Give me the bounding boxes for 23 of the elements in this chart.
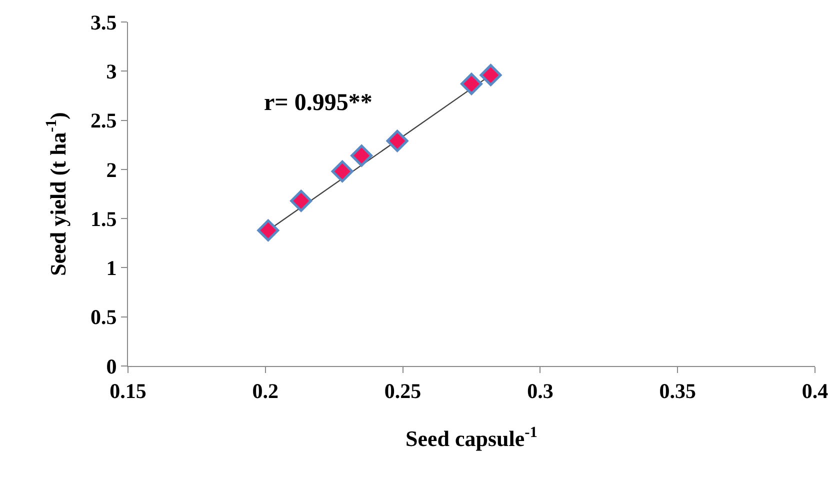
point — [257, 219, 280, 242]
x-tick-label: 0.25 — [384, 379, 422, 404]
y-tick-label: 1 — [106, 256, 117, 280]
x-axis-title: Seed capsule$^{-1}$ — [405, 424, 538, 452]
point — [290, 190, 312, 212]
point — [350, 144, 373, 167]
x-tick-label: 0.35 — [659, 379, 696, 404]
y-tick-label: 3.5 — [90, 10, 117, 34]
x-tick-label: 0.3 — [527, 379, 554, 404]
point — [386, 130, 408, 152]
x-tick-label: 0.15 — [110, 379, 146, 404]
y-tick-label: 3 — [106, 59, 117, 84]
point — [331, 160, 354, 182]
x-tick-label: 0.4 — [802, 379, 829, 404]
y-tick-label: 0 — [106, 354, 117, 378]
x-tick-label: 0.2 — [252, 379, 279, 404]
annotation: r= 0.995** — [264, 90, 372, 116]
point — [460, 72, 482, 95]
y-tick-label: 1.5 — [90, 206, 117, 231]
y-tick-label: 2.5 — [90, 108, 117, 133]
y-tick-label: 0.5 — [90, 305, 117, 330]
point — [480, 64, 502, 86]
y-tick-label: 2 — [106, 158, 117, 182]
